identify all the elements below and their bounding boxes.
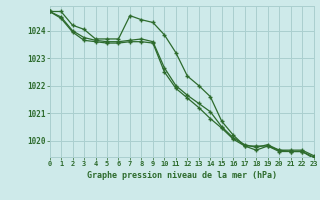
- X-axis label: Graphe pression niveau de la mer (hPa): Graphe pression niveau de la mer (hPa): [87, 171, 276, 180]
